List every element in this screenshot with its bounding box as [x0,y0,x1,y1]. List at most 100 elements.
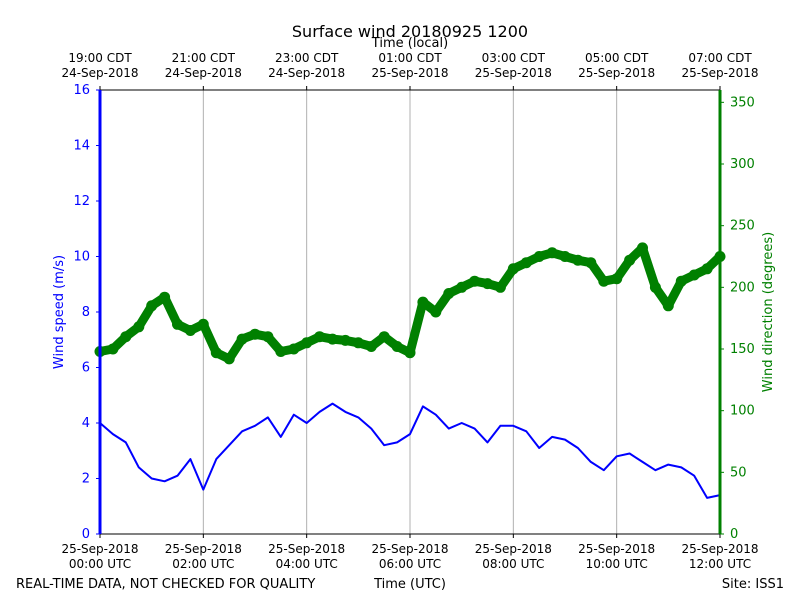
wind-direction-point [469,275,481,287]
wind-direction-point [301,337,313,349]
y-tick-label-right: 350 [730,95,755,110]
x-tick-label-bottom-date: 25-Sep-2018 [475,542,552,556]
x-tick-label-bottom-date: 25-Sep-2018 [165,542,242,556]
x-tick-label-bottom-time: 08:00 UTC [482,557,544,571]
y-tick-label-left: 6 [82,361,90,376]
x-tick-label-top-time: 03:00 CDT [482,51,546,65]
footer-quality-note: REAL-TIME DATA, NOT CHECKED FOR QUALITY [16,577,315,592]
wind-direction-point [688,269,700,281]
wind-direction-point [649,281,661,293]
wind-direction-point [249,328,261,340]
y-tick-label-left: 10 [73,250,90,265]
wind-direction-series [94,242,726,365]
wind-direction-point [184,325,196,336]
x-tick-label-top-date: 25-Sep-2018 [578,66,655,80]
wind-direction-point [365,341,377,352]
wind-direction-point [159,291,171,303]
wind-direction-point [611,273,623,285]
x-tick-label-top-date: 25-Sep-2018 [371,66,448,80]
x-axis-top-label: Time (local) [371,36,448,51]
y-tick-label-right: 50 [730,465,747,480]
wind-direction-point [443,288,455,299]
x-tick-label-top-date: 24-Sep-2018 [268,66,345,80]
x-tick-label-top-time: 01:00 CDT [378,51,442,65]
wind-direction-point [236,333,248,345]
y-tick-label-left: 16 [73,83,90,98]
footer-site: Site: ISS1 [722,577,784,592]
wind-direction-point [288,343,300,355]
wind-direction-point [559,251,571,262]
x-axis-bottom-label: Time (UTC) [373,577,446,592]
grid-lines [202,90,618,534]
wind-direction-point [133,321,145,333]
wind-direction-point [275,346,287,357]
y-tick-label-left: 2 [82,472,90,487]
wind-direction-point [482,278,493,290]
y-tick-label-right: 200 [730,280,755,295]
wind-direction-point [314,331,326,343]
wind-speed-line [99,402,721,499]
wind-direction-point [624,254,636,266]
wind-direction-point [120,331,132,343]
wind-direction-point [417,296,429,308]
x-tick-label-top-time: 19:00 CDT [68,51,132,65]
wind-direction-point [210,347,222,359]
x-tick-label-bottom-time: 04:00 UTC [276,557,338,571]
x-tick-label-top-time: 07:00 CDT [688,51,752,65]
x-tick-label-top-date: 25-Sep-2018 [475,66,552,80]
wind-direction-point [675,275,687,287]
x-tick-label-bottom-date: 25-Sep-2018 [371,542,448,556]
wind-direction-point [352,337,364,349]
x-tick-label-top-date: 24-Sep-2018 [61,66,138,80]
y-tick-label-right: 100 [730,404,755,419]
wind-direction-point [494,281,506,293]
wind-direction-point [404,347,416,359]
wind-direction-point [262,331,274,343]
x-tick-label-top-date: 25-Sep-2018 [681,66,758,80]
y-tick-label-left: 14 [73,139,90,154]
wind-direction-point [172,318,183,330]
x-tick-label-top-date: 24-Sep-2018 [165,66,242,80]
y-tick-label-left: 12 [73,194,90,209]
x-tick-label-top-time: 21:00 CDT [172,51,236,65]
wind-direction-point [146,300,158,312]
wind-direction-point [637,242,648,254]
wind-direction-point [701,263,713,275]
x-tick-label-bottom-date: 25-Sep-2018 [61,542,138,556]
y-tick-label-right: 0 [730,527,738,542]
x-tick-label-bottom-date: 25-Sep-2018 [268,542,345,556]
x-tick-label-bottom-time: 10:00 UTC [586,557,648,571]
y-tick-label-right: 300 [730,157,755,172]
wind-direction-point [197,318,209,330]
x-tick-label-bottom-date: 25-Sep-2018 [681,542,758,556]
wind-direction-point [507,263,519,275]
wind-direction-point [223,353,235,365]
wind-direction-point [339,334,351,346]
wind-direction-point [572,254,584,266]
wind-direction-point [327,333,338,345]
y-axis-right-label: Wind direction (degrees) [761,232,776,392]
wind-direction-point [391,341,403,352]
wind-direction-point [585,257,597,269]
wind-direction-point [662,300,674,312]
wind-speed-series [99,402,721,499]
y-tick-label-left: 0 [82,527,90,542]
wind-direction-point [520,257,532,269]
x-tick-label-top-time: 05:00 CDT [585,51,649,65]
x-tick-label-bottom-time: 06:00 UTC [379,557,441,571]
wind-direction-point [533,251,545,262]
wind-direction-point [378,331,390,343]
wind-direction-point [598,275,610,287]
x-tick-label-top-time: 23:00 CDT [275,51,339,65]
y-tick-label-right: 150 [730,342,755,357]
y-axis-left-label: Wind speed (m/s) [52,255,67,369]
y-tick-label-left: 8 [82,305,90,320]
wind-direction-point [546,247,558,259]
wind-direction-point [107,343,119,355]
x-tick-label-bottom-time: 02:00 UTC [172,557,234,571]
x-tick-label-bottom-time: 00:00 UTC [69,557,131,571]
x-tick-label-bottom-time: 12:00 UTC [689,557,751,571]
wind-direction-point [456,281,468,293]
